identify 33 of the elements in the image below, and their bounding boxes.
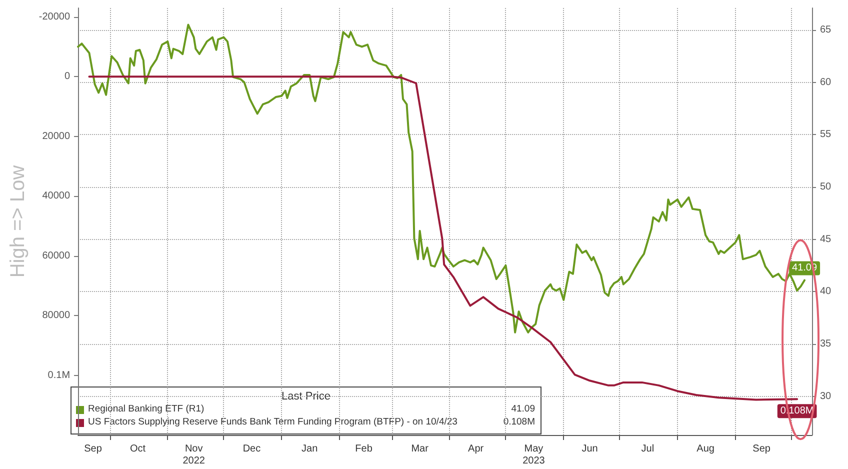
y2-tick-label: 30 <box>820 390 832 402</box>
x-tick-label: Mar <box>411 444 430 454</box>
x-tick-label: May 2023 <box>522 444 546 466</box>
x-tick-label: Jul <box>641 444 654 454</box>
y-tick-label: 0.1M <box>48 370 70 381</box>
y2-tick-label: 40 <box>820 286 832 298</box>
y-axis-title: High => Low <box>7 164 29 278</box>
legend-label: US Factors Supplying Reserve Funds Bank Term Funding Program (BTFP) - on 10/4/23 <box>88 416 458 428</box>
text: 0.108M <box>503 416 535 428</box>
y2-tick-label: 50 <box>820 181 832 192</box>
legend-label: Regional Banking ETF (R1) <box>88 404 204 414</box>
y-tick-label: 0 <box>64 71 70 82</box>
x-tick-label: Feb <box>355 444 373 454</box>
x-tick-label: Jan <box>302 444 318 454</box>
x-tick-label: Sep <box>752 444 771 454</box>
y-tick-label: 40000 <box>42 190 70 202</box>
y-tick-label: -20000 <box>38 11 70 22</box>
x-tick-label: Aug <box>696 444 714 454</box>
text: 41.09 <box>511 404 535 414</box>
y2-tick-label: 55 <box>820 129 832 140</box>
x-tick-label: Dec <box>242 444 261 454</box>
y2-tick-label: 35 <box>820 338 832 350</box>
y-tick-label: 80000 <box>42 310 70 322</box>
y2-tick-label: 60 <box>820 76 832 88</box>
x-tick-label: Oct <box>130 444 146 454</box>
x-tick-label: Sep <box>84 444 102 454</box>
y-tick-label: 20000 <box>42 130 70 142</box>
y-tick-label: 60000 <box>42 250 70 262</box>
x-tick-label: Jun <box>582 444 598 454</box>
y2-tick-label: 65 <box>820 24 832 36</box>
y2-tick-label: 45 <box>820 234 832 245</box>
x-tick-label: Nov 2022 <box>182 444 206 466</box>
x-tick-label: Apr <box>468 444 484 454</box>
